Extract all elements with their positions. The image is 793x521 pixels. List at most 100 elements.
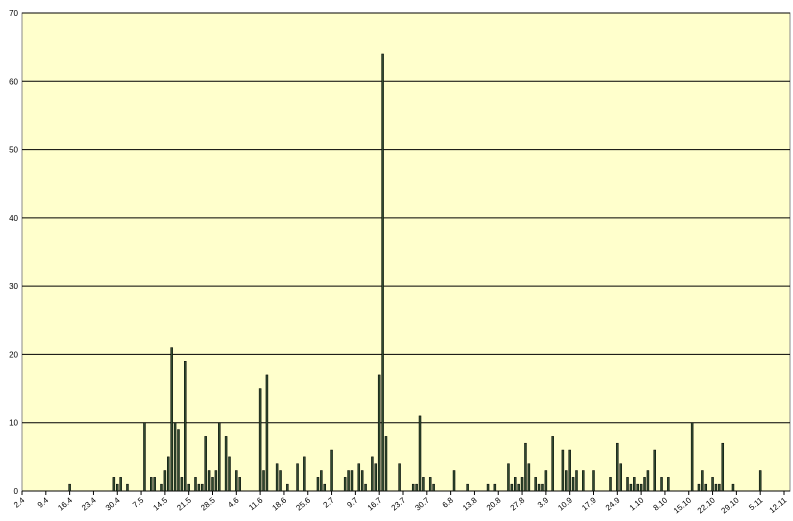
x-tick-label: 16.7 [366,495,384,512]
bar [524,442,527,492]
bar [153,477,156,492]
bar [279,470,282,492]
x-tick-label: 27.8 [509,495,527,512]
bar [534,477,537,492]
bar [565,470,568,492]
bar [582,470,585,492]
bar [218,422,221,492]
bar [116,483,119,492]
y-tick-label: 40 [9,214,18,223]
bar [544,470,548,492]
bar [514,477,517,492]
bar [701,470,704,492]
x-tick-label: 16.4 [56,495,74,512]
bar [527,463,531,492]
bar [639,483,643,492]
bar [384,436,388,492]
bar [316,477,320,492]
bar [731,483,735,492]
x-tick-label: 30.7 [413,495,431,512]
bar [667,477,670,492]
bar [520,477,524,492]
bar [537,483,541,492]
bar [418,415,422,492]
bar [571,477,575,492]
bar [238,477,241,492]
bar [194,477,197,492]
bar [303,456,306,492]
bar [112,477,116,492]
bar [551,436,554,492]
bar [320,470,323,492]
bar [619,463,622,492]
bar [629,483,633,492]
y-tick-label: 70 [9,9,18,18]
bar [711,477,714,492]
bar [422,477,425,492]
bar [377,374,381,492]
x-tick-label: 6.8 [441,495,456,509]
bar [163,470,167,492]
bar [357,463,361,492]
bar [170,347,173,492]
x-tick-label: 25.6 [294,495,312,512]
bar [160,483,163,492]
bar [371,456,374,492]
bar [415,483,418,492]
x-tick-label: 21.5 [175,495,193,512]
bar [398,463,401,492]
bar [330,449,333,492]
x-tick-label: 29.10 [720,495,742,515]
x-tick-label: 10.9 [556,495,574,512]
bar [343,477,347,492]
bar [411,483,415,492]
bar [643,477,646,492]
bar [265,374,269,492]
bar [201,483,204,492]
bar [323,483,327,492]
bar [486,483,490,492]
x-tick-label: 22.10 [696,495,718,515]
bar [646,470,650,492]
bar [197,483,201,492]
x-tick-label: 18.6 [271,495,289,512]
bar [173,422,177,492]
x-tick-label: 13.8 [461,495,479,512]
x-tick-label: 9.4 [36,495,51,509]
bar [235,470,238,492]
bar [224,436,228,492]
bar [143,422,146,492]
bar [432,483,435,492]
x-tick-label: 2.7 [322,495,337,509]
bar [180,477,184,492]
bar [211,477,214,492]
bar [167,456,170,492]
y-tick-label: 0 [14,487,19,496]
x-tick-label: 9.7 [345,495,360,509]
bar [517,483,520,492]
bar [360,470,364,492]
bar [592,470,595,492]
bar [507,463,510,492]
bar [714,483,718,492]
bar [633,477,636,492]
x-tick-label: 24.9 [604,495,622,512]
bar [721,442,725,492]
y-tick-label: 10 [9,419,18,428]
bar [119,477,122,492]
y-tick-label: 30 [9,282,18,291]
x-tick-label: 15.10 [672,495,694,515]
bar [660,477,663,492]
x-tick-label: 30.4 [104,495,122,512]
x-tick-label: 20.8 [485,495,503,512]
x-tick-label: 4.6 [226,495,241,509]
bar [616,442,619,492]
x-tick-label: 23.4 [80,495,98,512]
bar [275,463,279,492]
bar [214,470,218,492]
bar [697,483,701,492]
y-tick-label: 20 [9,350,18,359]
bar [184,361,187,492]
x-tick-label: 17.9 [580,495,598,512]
